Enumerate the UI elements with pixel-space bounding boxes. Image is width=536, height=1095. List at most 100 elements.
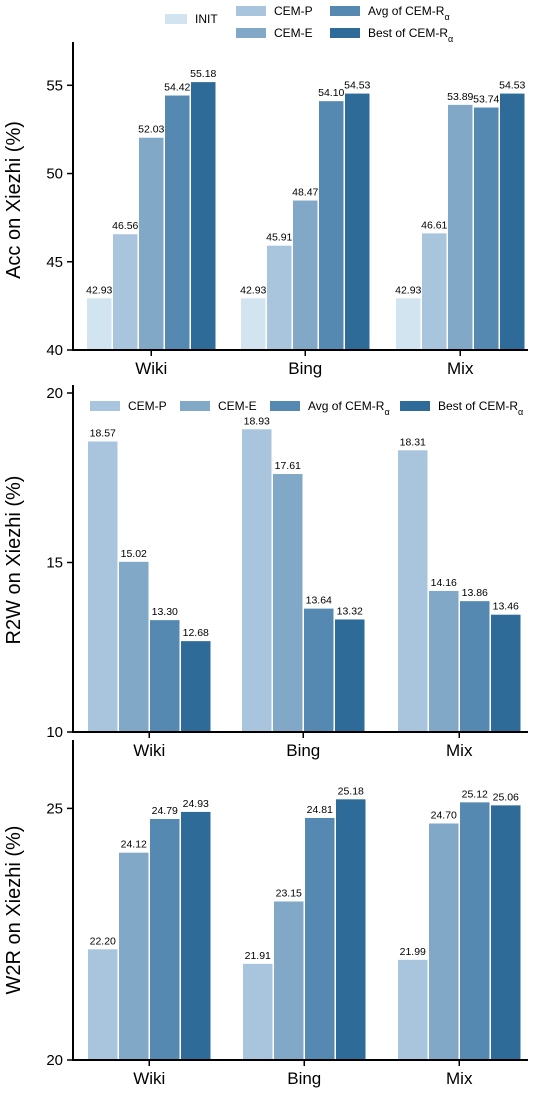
w2r-category-label-bing: Bing: [287, 1069, 321, 1088]
acc-legend: INIT CEM-P CEM-E Avg of CEM-Rα Best of CEM-R…: [165, 4, 453, 44]
acc-y-tick-label: 55: [46, 77, 63, 94]
w2r-y-axis-title: W2R on Xiezhi (%): [3, 826, 25, 995]
acc-legend-swatch-best-of-cem-ralpha: [330, 28, 360, 38]
w2r-value-label-cem-e-wiki: 24.12: [121, 839, 147, 851]
acc-value-label-best-of-cem-ralpha-wiki: 55.18: [190, 68, 216, 80]
r2w-value-label-best-of-cem-ralpha-mix: 13.46: [493, 601, 519, 613]
r2w-value-label-cem-e-wiki: 15.02: [121, 548, 147, 560]
w2r-value-label-cem-e-mix: 24.70: [431, 809, 457, 821]
r2w-value-label-cem-p-mix: 18.31: [400, 436, 426, 448]
acc-y-tick-label: 45: [46, 254, 63, 271]
r2w-legend-label-avg-of-cem-ralpha: Avg of CEM-Rα: [308, 399, 390, 417]
r2w-bar-cem-e-bing: [273, 474, 303, 732]
acc-value-label-avg-of-cem-ralpha-mix: 53.74: [473, 94, 499, 106]
acc-value-label-init-mix: 42.93: [395, 284, 421, 296]
r2w-value-label-avg-of-cem-ralpha-bing: 13.64: [306, 595, 332, 607]
r2w-value-label-avg-of-cem-ralpha-mix: 13.86: [462, 587, 488, 599]
acc-value-label-best-of-cem-ralpha-bing: 54.53: [344, 80, 370, 92]
r2w-bar-cem-p-mix: [398, 450, 428, 732]
r2w-bar-best-of-cem-ralpha-wiki: [181, 641, 211, 732]
w2r-bar-avg-of-cem-ralpha-wiki: [150, 818, 180, 1060]
r2w-legend-swatch-avg-of-cem-ralpha: [270, 401, 300, 411]
r2w-y-axis-title: R2W on Xiezhi (%): [3, 476, 25, 645]
r2w-bar-cem-p-bing: [242, 429, 272, 732]
w2r-value-label-best-of-cem-ralpha-bing: 25.18: [338, 785, 364, 797]
acc-value-label-init-bing: 42.93: [240, 284, 266, 296]
acc-value-label-cem-p-bing: 45.91: [266, 232, 292, 244]
r2w-bar-cem-p-wiki: [88, 441, 118, 732]
acc-value-label-avg-of-cem-ralpha-wiki: 54.42: [164, 82, 190, 94]
r2w-bar-cem-e-wiki: [119, 561, 149, 732]
w2r-value-label-avg-of-cem-ralpha-wiki: 24.79: [152, 805, 178, 817]
w2r-value-label-best-of-cem-ralpha-mix: 25.06: [493, 791, 519, 803]
w2r-category-label-wiki: Wiki: [133, 1069, 165, 1088]
w2r-bar-avg-of-cem-ralpha-mix: [460, 802, 490, 1060]
w2r-value-label-cem-e-bing: 23.15: [276, 887, 302, 899]
w2r-bar-best-of-cem-ralpha-mix: [491, 805, 521, 1060]
w2r-bar-cem-e-wiki: [119, 852, 149, 1060]
acc-value-label-cem-p-mix: 46.61: [421, 219, 447, 231]
w2r-bar-best-of-cem-ralpha-bing: [336, 799, 366, 1060]
acc-y-axis-title: Acc on Xiezhi (%): [3, 121, 25, 279]
r2w-bar-avg-of-cem-ralpha-wiki: [150, 620, 180, 732]
acc-bar-init-wiki: [87, 298, 112, 350]
w2r-bar-avg-of-cem-ralpha-bing: [305, 817, 335, 1060]
acc-value-label-init-wiki: 42.93: [86, 284, 112, 296]
acc-bar-init-bing: [241, 298, 266, 350]
acc-legend-swatch-cem-p: [236, 6, 266, 16]
acc-legend-label-init: INIT: [195, 12, 218, 26]
r2w-legend-swatch-cem-e: [180, 401, 210, 411]
acc-legend-label-cem-e: CEM-E: [274, 26, 313, 40]
acc-y-tick-label: 50: [46, 166, 63, 183]
acc-legend-label-best-of-cem-ralpha: Best of CEM-Rα: [368, 26, 453, 44]
w2r-value-label-avg-of-cem-ralpha-bing: 24.81: [307, 804, 333, 816]
acc-bar-cem-e-mix: [448, 104, 473, 350]
r2w-bar-best-of-cem-ralpha-mix: [491, 614, 521, 732]
acc-chart-panel: 42.93 42.93 42.93 46.56 45.91 46.61 52.03 48.47…: [3, 4, 528, 378]
r2w-value-label-avg-of-cem-ralpha-wiki: 13.30: [152, 606, 178, 618]
r2w-value-label-cem-e-bing: 17.61: [275, 460, 301, 472]
acc-bar-cem-p-wiki: [113, 234, 138, 350]
r2w-chart-panel: 18.57 18.93 18.31 15.02 17.61 14.16 13.30 13.64…: [3, 385, 528, 760]
acc-category-label-bing: Bing: [288, 359, 322, 378]
r2w-legend-label-cem-e: CEM-E: [218, 399, 257, 413]
acc-category-label-mix: Mix: [447, 359, 474, 378]
r2w-value-label-cem-e-mix: 14.16: [431, 577, 457, 589]
acc-legend-swatch-avg-of-cem-ralpha: [330, 6, 360, 16]
r2w-legend-swatch-cem-p: [90, 401, 120, 411]
r2w-value-label-best-of-cem-ralpha-bing: 13.32: [337, 605, 363, 617]
w2r-bar-cem-e-bing: [274, 901, 304, 1060]
w2r-bar-cem-e-mix: [429, 823, 459, 1060]
acc-bar-cem-e-wiki: [139, 137, 164, 350]
r2w-legend-swatch-best-of-cem-ralpha: [400, 401, 430, 411]
w2r-bar-best-of-cem-ralpha-wiki: [181, 811, 211, 1060]
acc-legend-swatch-cem-e: [236, 28, 266, 38]
w2r-y-tick-label: 25: [46, 800, 63, 817]
w2r-bar-cem-p-bing: [243, 963, 273, 1060]
acc-y-tick-label: 40: [46, 342, 63, 359]
w2r-category-label-mix: Mix: [446, 1069, 473, 1088]
r2w-legend-label-best-of-cem-ralpha: Best of CEM-Rα: [438, 399, 523, 417]
acc-bar-cem-p-mix: [422, 233, 447, 350]
w2r-chart-panel: 22.20 21.91 21.99 24.12 23.15 24.70 24.79 24.81…: [3, 740, 528, 1088]
r2w-y-tick-label: 10: [46, 724, 63, 741]
w2r-y-tick-label: 20: [46, 1052, 63, 1069]
w2r-value-label-avg-of-cem-ralpha-mix: 25.12: [462, 788, 488, 800]
r2w-bar-avg-of-cem-ralpha-bing: [304, 608, 334, 732]
r2w-value-label-cem-p-wiki: 18.57: [90, 427, 116, 439]
r2w-y-tick-label: 20: [46, 385, 63, 402]
acc-bar-cem-p-bing: [267, 245, 292, 350]
acc-legend-label-cem-p: CEM-P: [274, 4, 313, 18]
acc-bar-best-of-cem-ralpha-wiki: [191, 82, 216, 350]
w2r-value-label-cem-p-bing: 21.91: [245, 950, 271, 962]
acc-value-label-cem-e-mix: 53.89: [447, 91, 473, 103]
acc-bar-best-of-cem-ralpha-bing: [345, 93, 370, 351]
r2w-value-label-cem-p-bing: 18.93: [244, 415, 270, 427]
w2r-bar-cem-p-wiki: [88, 949, 118, 1060]
acc-category-label-wiki: Wiki: [135, 359, 167, 378]
acc-bar-avg-of-cem-ralpha-mix: [474, 107, 499, 350]
acc-value-label-best-of-cem-ralpha-mix: 54.53: [499, 80, 525, 92]
acc-legend-label-avg-of-cem-ralpha: Avg of CEM-Rα: [368, 4, 450, 22]
acc-value-label-avg-of-cem-ralpha-bing: 54.10: [318, 87, 344, 99]
